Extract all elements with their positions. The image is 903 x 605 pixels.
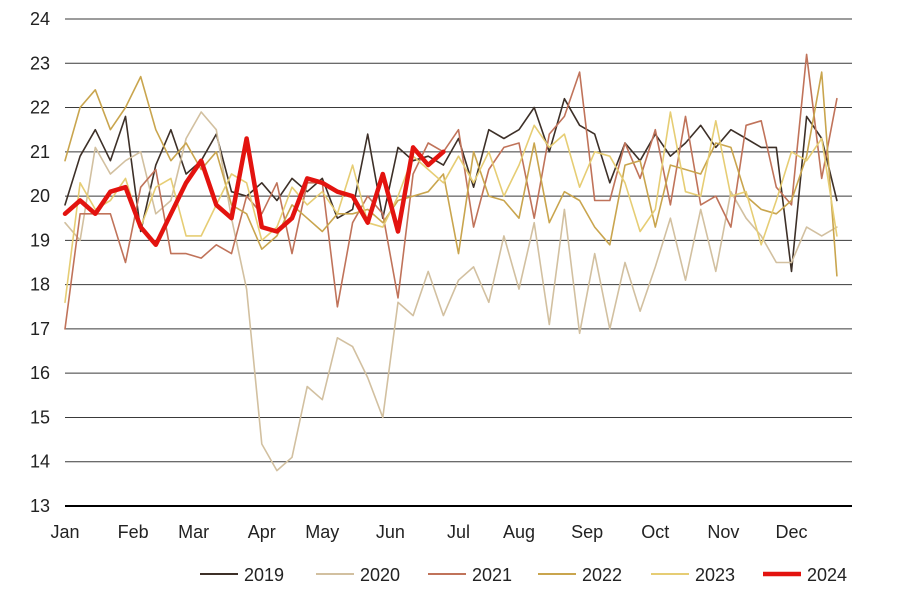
- x-tick-label: Jun: [376, 522, 405, 542]
- legend-label-2020: 2020: [360, 565, 400, 585]
- legend: 2019 2020 2021 2022 2023 2024: [200, 565, 847, 585]
- y-tick-label: 16: [30, 363, 50, 383]
- y-tick-label: 18: [30, 275, 50, 295]
- y-tick-label: 19: [30, 230, 50, 250]
- x-tick-label: Sep: [571, 522, 603, 542]
- x-tick-label: Apr: [248, 522, 276, 542]
- y-tick-label: 20: [30, 186, 50, 206]
- legend-label-2022: 2022: [582, 565, 622, 585]
- y-tick-label: 21: [30, 142, 50, 162]
- y-tick-label: 13: [30, 496, 50, 516]
- y-tick-label: 14: [30, 452, 50, 472]
- series-lines: [62, 53, 838, 472]
- x-tick-label: Dec: [775, 522, 807, 542]
- x-tick-label: Nov: [707, 522, 739, 542]
- y-tick-label: 15: [30, 407, 50, 427]
- legend-label-2024: 2024: [807, 565, 847, 585]
- legend-label-2019: 2019: [244, 565, 284, 585]
- x-tick-label: Jan: [50, 522, 79, 542]
- x-axis-tick-labels: Jan Feb Mar Apr May Jun Jul Aug Sep Oct Nov Dec: [50, 522, 807, 542]
- series-line-2019: [64, 97, 838, 273]
- series-line-2023: [64, 111, 838, 304]
- x-tick-label: May: [305, 522, 339, 542]
- y-tick-label: 17: [30, 319, 50, 339]
- y-axis-tick-labels: 13 14 15 16 17 18 19 20 21 22 23 24: [30, 9, 50, 516]
- x-tick-label: Mar: [178, 522, 209, 542]
- series-line-2024: [62, 136, 446, 248]
- legend-label-2023: 2023: [695, 565, 735, 585]
- y-tick-label: 23: [30, 53, 50, 73]
- y-tick-label: 24: [30, 9, 50, 29]
- x-tick-label: Aug: [503, 522, 535, 542]
- x-tick-label: Jul: [447, 522, 470, 542]
- series-line-2020: [64, 111, 838, 472]
- series-line-2021: [64, 53, 838, 330]
- x-tick-label: Feb: [118, 522, 149, 542]
- gridlines: [65, 18, 852, 507]
- x-tick-label: Oct: [641, 522, 669, 542]
- y-tick-label: 22: [30, 98, 50, 118]
- legend-label-2021: 2021: [472, 565, 512, 585]
